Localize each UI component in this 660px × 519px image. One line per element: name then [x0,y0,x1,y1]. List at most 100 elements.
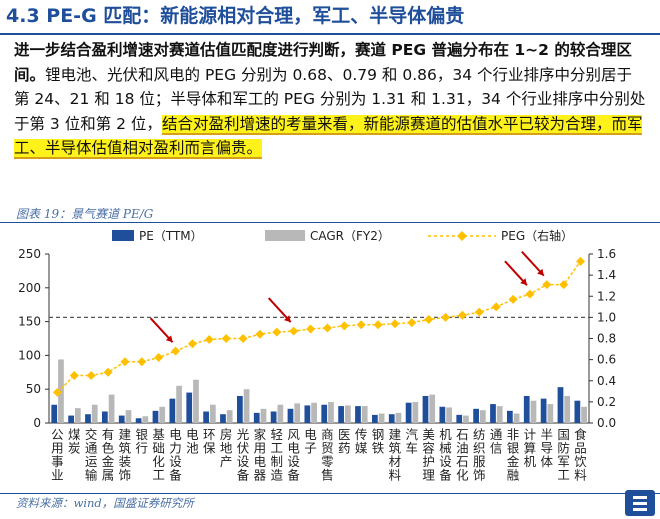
cagr-bar [74,408,81,423]
pe-bar [523,395,530,423]
cagr-bar [311,402,317,423]
x-axis-category-label: 电子 [304,427,317,456]
cagr-bar [193,379,199,423]
x-axis-category-label: 计算机 [524,427,537,469]
right-axis-tick-label: 0.8 [597,332,616,346]
peg-point [120,357,130,367]
pe-bar [253,412,260,423]
right-axis-tick-label: 1.6 [597,247,616,261]
peg-point [508,294,518,304]
peg-point [86,370,96,380]
pe-bar [574,400,581,423]
x-axis-category-label: 电池 [186,427,199,456]
cagr-bar [142,416,149,423]
x-axis-category-label: 半导体 [541,427,554,469]
pe-bar [169,398,176,423]
x-axis-category-label: 石油石化 [456,427,469,483]
analysis-paragraph: 进一步结合盈利增速对赛道估值匹配度进行判断，赛道 PEG 普遍分布在 1~2 的… [14,38,646,161]
x-axis-category-label: 交通运输 [85,427,98,483]
cagr-bar [159,406,166,423]
right-axis-tick-label: 1.4 [597,268,616,282]
peg-point [322,323,332,333]
x-axis-category-label: 有色金属 [102,427,115,483]
left-axis-tick-label: 200 [18,281,41,295]
cagr-bar [530,400,537,423]
x-axis-category-label: 家用电器 [254,427,267,483]
cagr-bar [58,359,64,423]
cagr-bar [395,412,402,423]
pe-peg-chart: PE（TTM） CAGR（FY2） PEG（右轴） 0 50 100 150 200 25… [18,228,616,483]
pe-bar [203,411,209,423]
pe-bar [287,408,294,423]
x-axis-category-label: 纺织服饰 [473,427,486,483]
peg-point [221,334,231,343]
pe-bar [388,414,395,423]
x-axis-category-label: 机械设备 [439,427,452,483]
left-axis-tick-label: 50 [26,382,41,396]
peg-point [306,324,316,334]
peg-point [576,256,586,266]
peg-point [238,334,248,343]
pe-bar [355,406,361,423]
left-axis-tick-label: 0 [33,416,41,430]
x-axis-category-label: 食品饮料 [574,427,587,483]
legend-pe-swatch [112,230,134,241]
cagr-bar [547,404,554,423]
cagr-bar [564,395,571,423]
peg-point [525,289,535,299]
pe-bar [68,415,74,423]
x-axis-category-label: 光伏设备 [237,427,250,483]
x-axis-category-label: 风电设备 [287,427,300,483]
x-axis-category-label: 环保 [203,427,216,456]
pe-bar [456,414,463,423]
highlight-arrowhead [537,268,544,276]
right-axis-tick-label: 1.0 [597,310,616,324]
peg-point [457,310,467,320]
paragraph-lead: 进一步结合盈利增速对赛道估值匹配度进行判断，赛道 PEG 普遍分布在 1~2 的… [14,41,632,84]
x-axis-category-label: 商贸零售 [321,427,334,483]
cagr-bar [209,404,216,423]
x-axis-category-label: 建筑装饰 [119,427,132,483]
peg-point [542,280,552,290]
peg-point [154,353,164,363]
pe-bar [135,418,142,423]
right-axis-tick-label: 0.2 [597,395,616,409]
pe-bar [405,402,412,423]
peg-line [56,260,582,393]
pe-bar [490,404,496,423]
peg-point [424,314,434,324]
right-axis-tick-label: 1.2 [597,289,616,303]
right-axis-tick-label: 0.0 [597,416,616,430]
pe-bar [51,404,58,423]
x-axis-category-label: 传媒 [355,427,368,456]
cagr-bar [479,410,486,423]
pe-bar [236,395,243,423]
peg-point [339,321,349,331]
peg-point [69,370,79,380]
cagr-bar [361,406,368,423]
pe-bar [557,387,564,423]
cagr-bar [581,406,587,423]
figure-divider [0,222,660,223]
peg-point [187,339,197,349]
peg-point [137,357,147,367]
figure-caption: 图表 19：景气赛道 PE/G [16,207,154,221]
chart-legend: PE（TTM） CAGR（FY2） PEG（右轴） [112,228,573,243]
pe-bar [270,411,277,423]
pe-bar [506,410,513,423]
x-axis-category-label: 美容护理 [422,427,435,483]
legend-cagr-swatch [265,230,305,241]
legend-pe-label: PE（TTM） [139,229,203,243]
company-logo-icon [625,490,655,516]
peg-point [272,327,282,337]
right-axis-tick-label: 0.4 [597,374,616,388]
cagr-bar [125,410,132,423]
peg-point [103,367,113,377]
cagr-bar [446,407,452,423]
left-axis-tick-label: 150 [18,315,41,329]
section-heading: 4.3 PE-G 匹配：新能源相对合理，军工、半导体偏贵 [6,5,465,27]
pe-bar [540,398,547,423]
pe-bar [152,410,159,423]
peg-point [171,346,181,356]
pe-bar [338,406,344,423]
